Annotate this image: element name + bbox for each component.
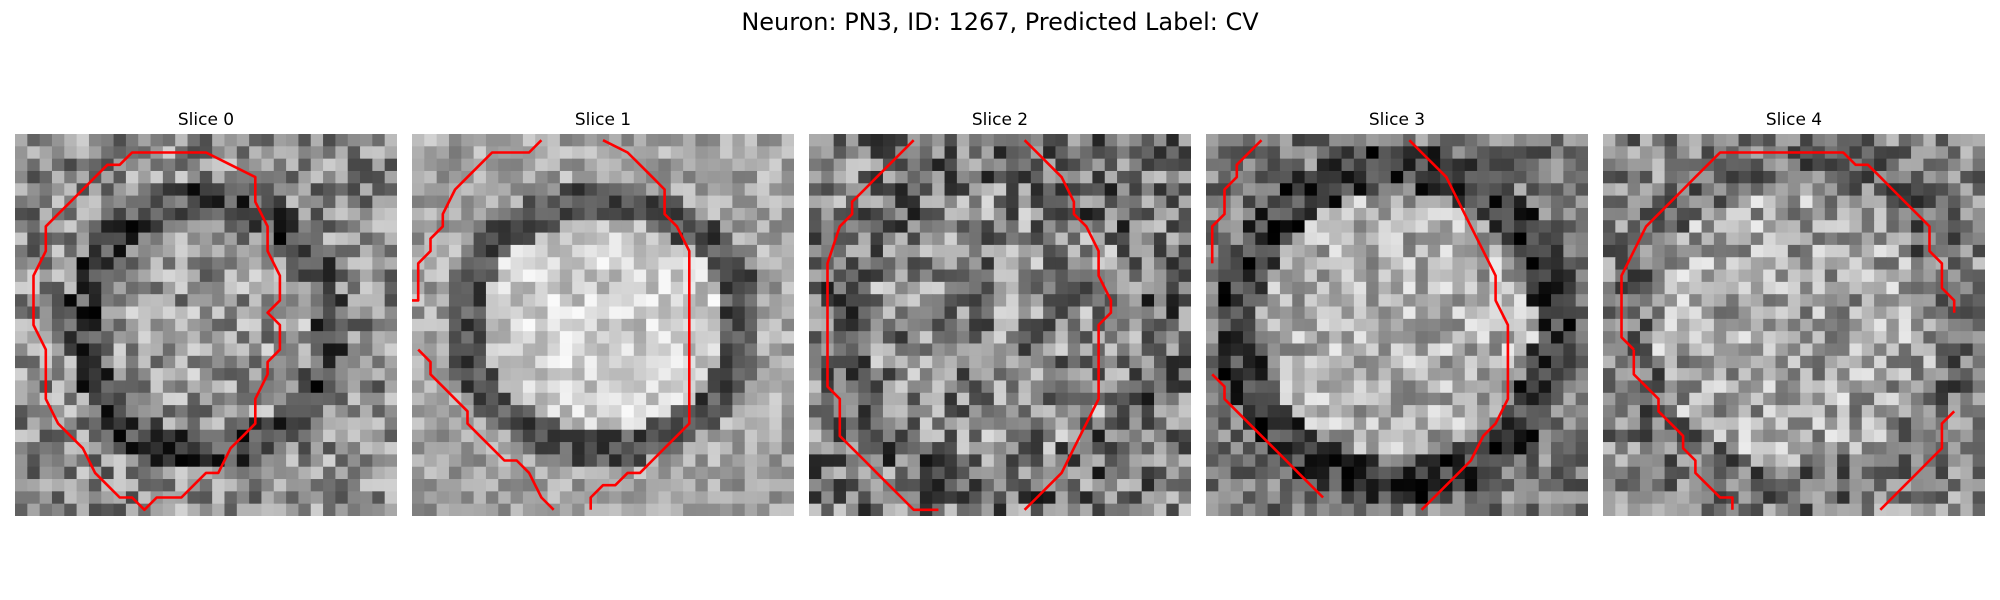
slice-image: [1603, 134, 1985, 516]
slice-title: Slice 4: [1765, 110, 1823, 130]
segmentation-contour: [412, 139, 691, 511]
segmentation-contour: [826, 139, 1113, 512]
figure-title: Neuron: PN3, ID: 1267, Predicted Label: …: [741, 8, 1259, 36]
slice-image: [809, 134, 1191, 516]
slice-image: [412, 134, 794, 516]
slice-title: Slice 3: [1368, 110, 1426, 130]
segmentation-contour: [1620, 151, 1956, 511]
slice-title: Slice 2: [971, 110, 1029, 130]
segmentation-contour: [32, 151, 282, 512]
slice-image: [15, 134, 397, 516]
slice-title: Slice 0: [177, 110, 235, 130]
slice-title: Slice 1: [574, 110, 632, 130]
slice-image: [1206, 134, 1588, 516]
segmentation-contour: [1210, 139, 1510, 511]
